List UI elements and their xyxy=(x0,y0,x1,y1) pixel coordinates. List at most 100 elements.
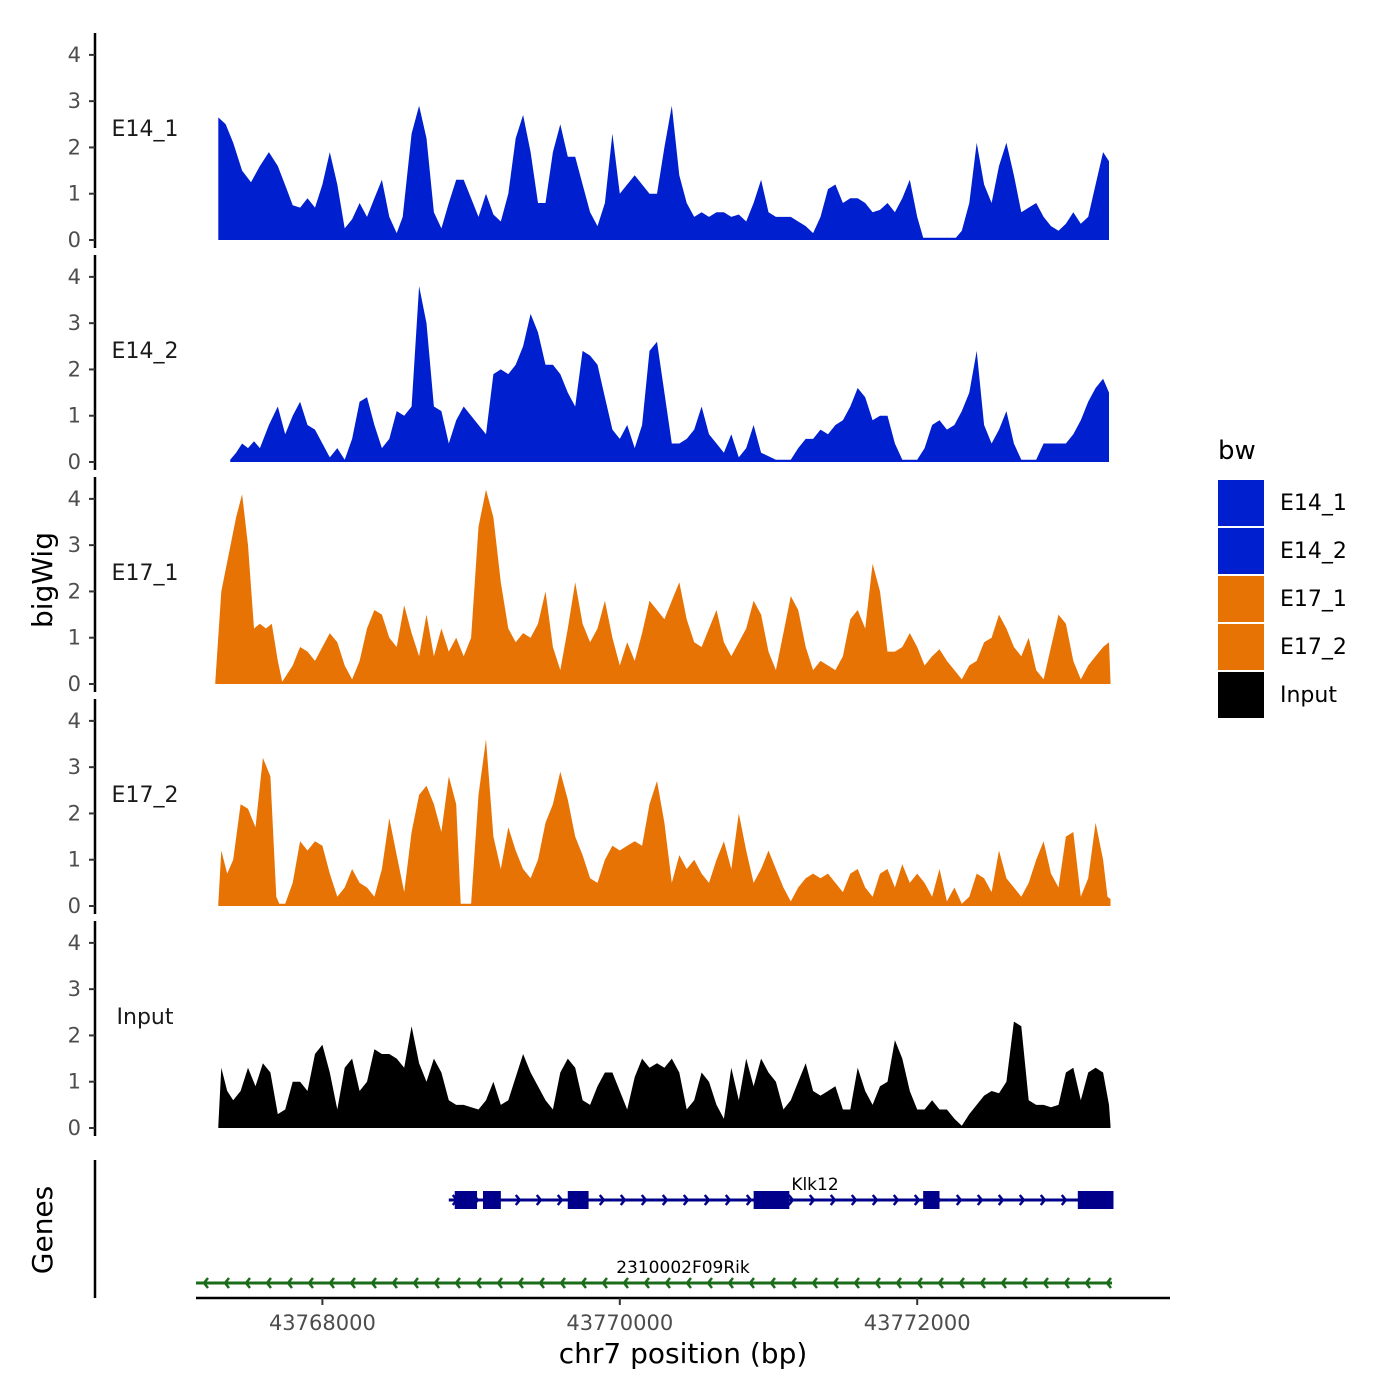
strand-arrow xyxy=(871,1194,879,1206)
x-tick-label: 43772000 xyxy=(864,1311,971,1335)
strand-arrow xyxy=(454,1277,461,1289)
legend-swatch-E17_1 xyxy=(1218,576,1264,622)
y-tick-label: 3 xyxy=(68,755,81,779)
gene-label: 2310002F09Rik xyxy=(616,1258,750,1278)
strand-arrow xyxy=(640,1194,648,1206)
strand-arrow xyxy=(286,1277,293,1289)
track-Input: 0 1 2 3 4 Input xyxy=(68,921,1111,1140)
exon xyxy=(753,1191,790,1209)
y-tick-label: 0 xyxy=(68,228,81,252)
strand-arrow xyxy=(955,1194,963,1206)
strand-arrow xyxy=(559,1277,566,1289)
strand-arrow xyxy=(850,1194,858,1206)
strand-arrow xyxy=(643,1277,650,1289)
x-axis-title: chr7 position (bp) xyxy=(559,1337,808,1370)
y-tick-label: 4 xyxy=(68,265,81,289)
tracks: 0 1 2 3 4 E14_1 0 1 2 3 4 E14_2 0 1 2 3 4 E17_1 0 1 2 3 4 E17_2… xyxy=(68,33,1111,1140)
y-tick-label: 2 xyxy=(68,357,81,381)
track-E14_2: 0 1 2 3 4 E14_2 xyxy=(68,255,1109,474)
y-tick-label: 4 xyxy=(68,43,81,67)
strand-arrow xyxy=(703,1194,711,1206)
y-tick-label: 1 xyxy=(68,1070,81,1094)
strand-arrow xyxy=(370,1277,377,1289)
strand-arrow xyxy=(1063,1277,1070,1289)
strand-arrow xyxy=(1021,1277,1028,1289)
exon xyxy=(923,1191,940,1209)
strand-arrow xyxy=(535,1194,543,1206)
strand-arrow xyxy=(328,1277,335,1289)
genes-axis-title: Genes xyxy=(26,1186,59,1274)
coverage-area-E17_1 xyxy=(215,489,1111,684)
y-tick-label: 0 xyxy=(68,450,81,474)
y-axis-title: bigWig xyxy=(26,532,59,628)
y-tick-label: 4 xyxy=(68,709,81,733)
exon xyxy=(1077,1191,1114,1209)
track-E17_2: 0 1 2 3 4 E17_2 xyxy=(68,699,1111,918)
x-tick-label: 43768000 xyxy=(269,1311,376,1335)
y-tick-label: 0 xyxy=(68,894,81,918)
exon xyxy=(482,1191,501,1209)
y-tick-label: 3 xyxy=(68,311,81,335)
strand-arrow xyxy=(496,1277,503,1289)
strand-arrow xyxy=(622,1277,629,1289)
strand-arrow xyxy=(976,1194,984,1206)
legend-swatch-E14_2 xyxy=(1218,528,1264,574)
strand-arrow xyxy=(580,1277,587,1289)
strand-arrow xyxy=(727,1277,734,1289)
strand-arrow xyxy=(997,1194,1005,1206)
strand-arrow xyxy=(916,1277,923,1289)
legend-label: E17_1 xyxy=(1280,587,1347,612)
strand-arrow xyxy=(556,1194,564,1206)
exon xyxy=(567,1191,589,1209)
coverage-area-Input xyxy=(218,1021,1111,1128)
strand-arrow xyxy=(1060,1194,1068,1206)
y-tick-label: 3 xyxy=(68,533,81,557)
strand-arrow xyxy=(937,1277,944,1289)
strand-arrow xyxy=(811,1277,818,1289)
legend-label: E14_1 xyxy=(1280,491,1347,516)
gene-label: Klk12 xyxy=(791,1175,838,1195)
strand-arrow xyxy=(895,1277,902,1289)
strand-arrow xyxy=(1039,1194,1047,1206)
track-label: E14_1 xyxy=(112,117,179,142)
strand-arrow xyxy=(979,1277,986,1289)
strand-arrow xyxy=(745,1194,753,1206)
genes-panel: Klk12 2310002F09Rik xyxy=(93,1160,1114,1298)
coverage-area-E17_2 xyxy=(218,739,1111,906)
y-tick-label: 0 xyxy=(68,1116,81,1140)
strand-arrow xyxy=(412,1277,419,1289)
strand-arrow xyxy=(601,1277,608,1289)
track-label: Input xyxy=(117,1005,174,1030)
y-tick-label: 1 xyxy=(68,626,81,650)
y-tick-label: 3 xyxy=(68,977,81,1001)
y-tick-label: 1 xyxy=(68,848,81,872)
strand-arrow xyxy=(706,1277,713,1289)
strand-arrow xyxy=(808,1194,816,1206)
gene-2310002F09Rik: 2310002F09Rik xyxy=(196,1258,1113,1289)
track-label: E17_2 xyxy=(112,783,179,808)
legend: E14_1 E14_2 E17_1 E17_2 Input xyxy=(1218,480,1347,718)
strand-arrow xyxy=(874,1277,881,1289)
y-tick-label: 4 xyxy=(68,931,81,955)
strand-arrow xyxy=(724,1194,732,1206)
strand-arrow xyxy=(202,1277,209,1289)
track-label: E14_2 xyxy=(112,339,179,364)
exon xyxy=(454,1191,478,1209)
y-tick-label: 3 xyxy=(68,89,81,113)
y-tick-label: 2 xyxy=(68,135,81,159)
strand-arrow xyxy=(748,1277,755,1289)
track-E17_1: 0 1 2 3 4 E17_1 xyxy=(68,477,1111,696)
strand-arrow xyxy=(391,1277,398,1289)
strand-arrow xyxy=(433,1277,440,1289)
strand-arrow xyxy=(514,1194,522,1206)
strand-arrow xyxy=(538,1277,545,1289)
y-tick-label: 2 xyxy=(68,801,81,825)
strand-arrow xyxy=(619,1194,627,1206)
strand-arrow xyxy=(1018,1194,1026,1206)
y-tick-label: 1 xyxy=(68,182,81,206)
legend-label: E17_2 xyxy=(1280,635,1347,660)
legend-swatch-Input xyxy=(1218,672,1264,718)
strand-arrow xyxy=(1042,1277,1049,1289)
strand-arrow xyxy=(685,1277,692,1289)
